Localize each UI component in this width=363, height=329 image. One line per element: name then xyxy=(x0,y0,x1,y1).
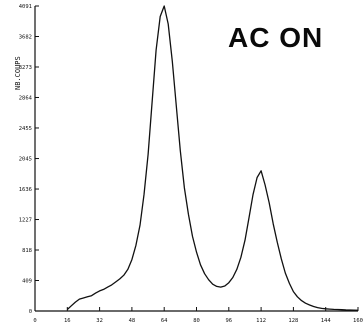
x-tick-label: 160 xyxy=(353,318,363,324)
x-tick-label: 64 xyxy=(161,318,168,324)
x-tick-label: 48 xyxy=(129,318,136,324)
x-tick-label: 112 xyxy=(256,318,266,324)
x-tick-label: 32 xyxy=(96,318,103,324)
plot-area xyxy=(66,5,359,311)
x-tick-label: 16 xyxy=(64,318,71,324)
y-tick-label: 3273 xyxy=(19,65,32,71)
x-axis-ticks: 0 16 32 48 64 80 96 112 128 144 160 xyxy=(33,307,363,324)
chart-annotation: AC ON xyxy=(228,22,323,53)
x-tick-label: 144 xyxy=(321,318,332,324)
x-tick-label: 96 xyxy=(225,318,232,324)
series-line-0 xyxy=(66,5,359,311)
y-tick-label: 2045 xyxy=(19,157,32,163)
x-tick-label: 128 xyxy=(288,318,298,324)
y-tick-label: 2864 xyxy=(19,95,33,101)
y-axis-label: NB.COUPS xyxy=(14,56,22,90)
y-tick-label: 409 xyxy=(22,279,32,285)
x-tick-label: 0 xyxy=(33,318,36,324)
y-tick-label: 1227 xyxy=(19,218,32,224)
y-tick-label: 4091 xyxy=(19,4,32,10)
y-tick-label: 818 xyxy=(22,248,32,254)
y-tick-label: 1636 xyxy=(19,187,32,193)
y-tick-label: 2455 xyxy=(19,126,32,132)
x-tick-label: 80 xyxy=(193,318,200,324)
y-axis-ticks: 0 409 818 1227 1636 2045 2455 2864 3273 3682 4091 xyxy=(19,4,39,315)
y-tick-label: 3682 xyxy=(19,34,32,40)
y-tick-label: 0 xyxy=(29,309,32,315)
